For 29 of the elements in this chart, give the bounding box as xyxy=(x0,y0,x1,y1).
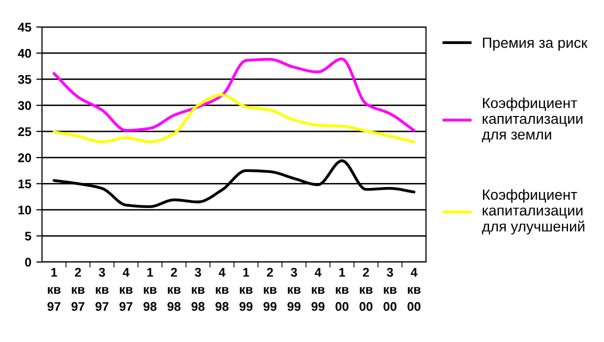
x-tick-label: 3 кв 99 xyxy=(287,268,300,311)
y-tick-label: 35 xyxy=(18,75,32,84)
y-tick-label: 15 xyxy=(18,180,32,188)
legend-label: Коэффициент капитализации для улучшений xyxy=(482,189,584,234)
legend-label: Премия за риск xyxy=(482,38,588,51)
x-tick-label: 3 кв 00 xyxy=(384,268,396,311)
y-tick-label: 5 xyxy=(25,232,32,241)
y-tick-label: 10 xyxy=(18,206,32,214)
x-tick-label: 2 кв 00 xyxy=(360,268,372,311)
x-tick-label: 4 кв 99 xyxy=(311,268,324,311)
y-tick-label: 40 xyxy=(18,48,32,58)
x-tick-label: 2 кв 97 xyxy=(71,268,84,311)
y-tick-label: 25 xyxy=(18,127,32,136)
x-tick-label: 3 кв 97 xyxy=(95,268,108,311)
y-tick-label: 45 xyxy=(18,22,32,32)
legend-label: Коэффициент капитализации для земли xyxy=(482,97,582,142)
x-tick-label: 1 кв 99 xyxy=(239,268,252,311)
x-tick-label: 1 кв 97 xyxy=(47,268,60,311)
y-tick-label: 20 xyxy=(18,153,32,162)
x-tick-label: 3 кв 98 xyxy=(191,268,205,311)
x-tick-label: 1 кв 00 xyxy=(336,268,348,311)
y-tick-label: 0 xyxy=(25,258,32,267)
x-tick-label: 4 кв 00 xyxy=(408,268,420,311)
x-tick-label: 2 кв 98 xyxy=(167,268,181,311)
x-tick-label: 4 кв 98 xyxy=(215,268,229,311)
x-tick-label: 2 кв 99 xyxy=(263,268,276,311)
x-tick-label: 1 кв 98 xyxy=(143,268,157,311)
x-tick-label: 4 кв 97 xyxy=(119,268,132,311)
y-tick-label: 30 xyxy=(18,101,32,110)
